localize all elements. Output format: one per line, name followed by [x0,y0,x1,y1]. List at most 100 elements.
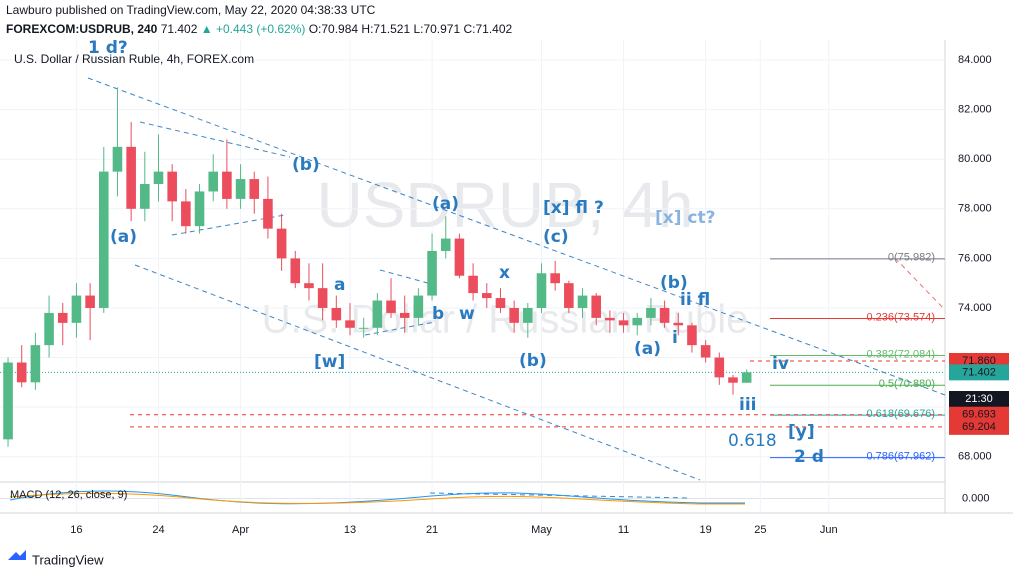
brand-logo [8,550,26,560]
candle-body [331,307,342,321]
candle-body [536,273,547,308]
macd-signal [9,492,745,505]
wave-label: (c) [543,227,569,247]
countdown-box [949,391,1009,407]
trend-line [364,321,436,336]
candle-body [57,312,68,323]
candle-body [290,258,301,284]
wave-label: w [459,304,475,324]
candle-body [358,327,369,329]
trend-line [379,269,436,286]
candle-body [728,377,738,383]
fib-label: 0.786(67.962) [867,451,936,463]
wave-label: a [334,275,345,295]
change: ▲ +0.443 (+0.62%) [201,22,306,36]
wave-label: (a) [110,227,137,247]
wave-label: (a) [432,194,459,214]
y-tick-label: 68.000 [958,451,992,463]
grid [0,40,945,513]
watermark: USDRUB, 4h [317,169,694,241]
price-label-box [949,364,1009,381]
candle-body [372,300,383,328]
countdown: 21:30 [965,393,993,405]
wave-label: 2 d [794,447,824,467]
x-tick-label: 13 [344,524,356,536]
price-label: 69.693 [962,409,996,421]
candle-body [153,171,164,185]
brand-name: TradingView [32,552,104,567]
candles [3,87,752,447]
wave-label: [w] [314,352,345,372]
x-tick-label: 16 [70,524,82,536]
candle-body [605,317,615,321]
wave-label: 0.618 [728,431,777,451]
price-label: 69.204 [962,421,996,433]
candle-body [112,146,123,172]
candle-body [481,293,492,299]
candle-body [659,307,670,323]
x-tick-label: Apr [232,524,249,536]
candle-body [249,179,260,199]
wave-label: ii fl [680,290,710,310]
candle-body [700,345,711,358]
trend-line [894,257,946,311]
candle-body [399,312,410,318]
macd-label: MACD (12, 26, close, 9) [10,489,127,501]
price-label: 71.402 [962,366,996,378]
macd-tick-label: 0.000 [962,492,990,504]
brand: TradingView [8,550,104,567]
y-tick-label: 74.000 [958,302,992,314]
candle-body [71,295,82,323]
y-tick-label: 80.000 [958,153,992,165]
publisher: Lawburo published on TradingView.com, Ma… [6,3,376,17]
x-tick-label: 11 [618,524,629,536]
fib-label: 0(75.982) [888,252,935,264]
candle-body [222,171,232,199]
header-bg [0,0,944,40]
price-label: 71.860 [962,355,996,367]
candle-body [495,298,506,308]
annotations: 1 d? (a) (b) (a) [x] fl ? (c) [x] ct? a … [88,38,824,467]
candle-body [564,283,574,308]
candle-body [276,228,287,259]
wave-label: b [432,304,444,324]
y-tick-label: 84.000 [958,54,992,66]
candle-body [16,362,27,383]
candle-body [468,275,478,294]
candle-body [618,320,629,326]
symbol-name: FOREXCOM:USDRUB, 240 [6,22,158,36]
x-tick-label: May [531,524,552,536]
candle-body [646,307,656,318]
candle-body [550,273,560,284]
trend-line [134,264,701,481]
candle-body [304,283,314,289]
candle-body [126,146,136,209]
candle-body [386,300,396,313]
price-label-box [949,418,1009,435]
wave-label: [x] fl ? [543,198,604,218]
candle-body [3,362,13,440]
candle-body [687,325,697,346]
candle-body [577,295,588,308]
candle-body [427,250,437,296]
y-tick-label: 78.000 [958,203,992,215]
candle-body [454,238,465,276]
wave-label: x [499,263,510,283]
candle-body [509,307,519,323]
last-price: 71.402 [161,22,198,36]
y-tick-label: 82.000 [958,104,992,116]
candle-body [85,295,95,308]
candle-body [263,198,273,229]
levels: 0(75.982) 0.236(73.574) 0.382(72.084) 0.5(7… [0,252,945,463]
candle-body [523,307,533,323]
x-tick-label: 25 [754,524,766,536]
candle-body [98,171,109,308]
candle-body [235,179,246,199]
candle-body [167,171,177,202]
candle-body [181,201,191,227]
fib-label: 0.618(69.676) [867,408,936,420]
x-tick-label: 21 [426,524,438,536]
price-label-box [949,406,1009,423]
